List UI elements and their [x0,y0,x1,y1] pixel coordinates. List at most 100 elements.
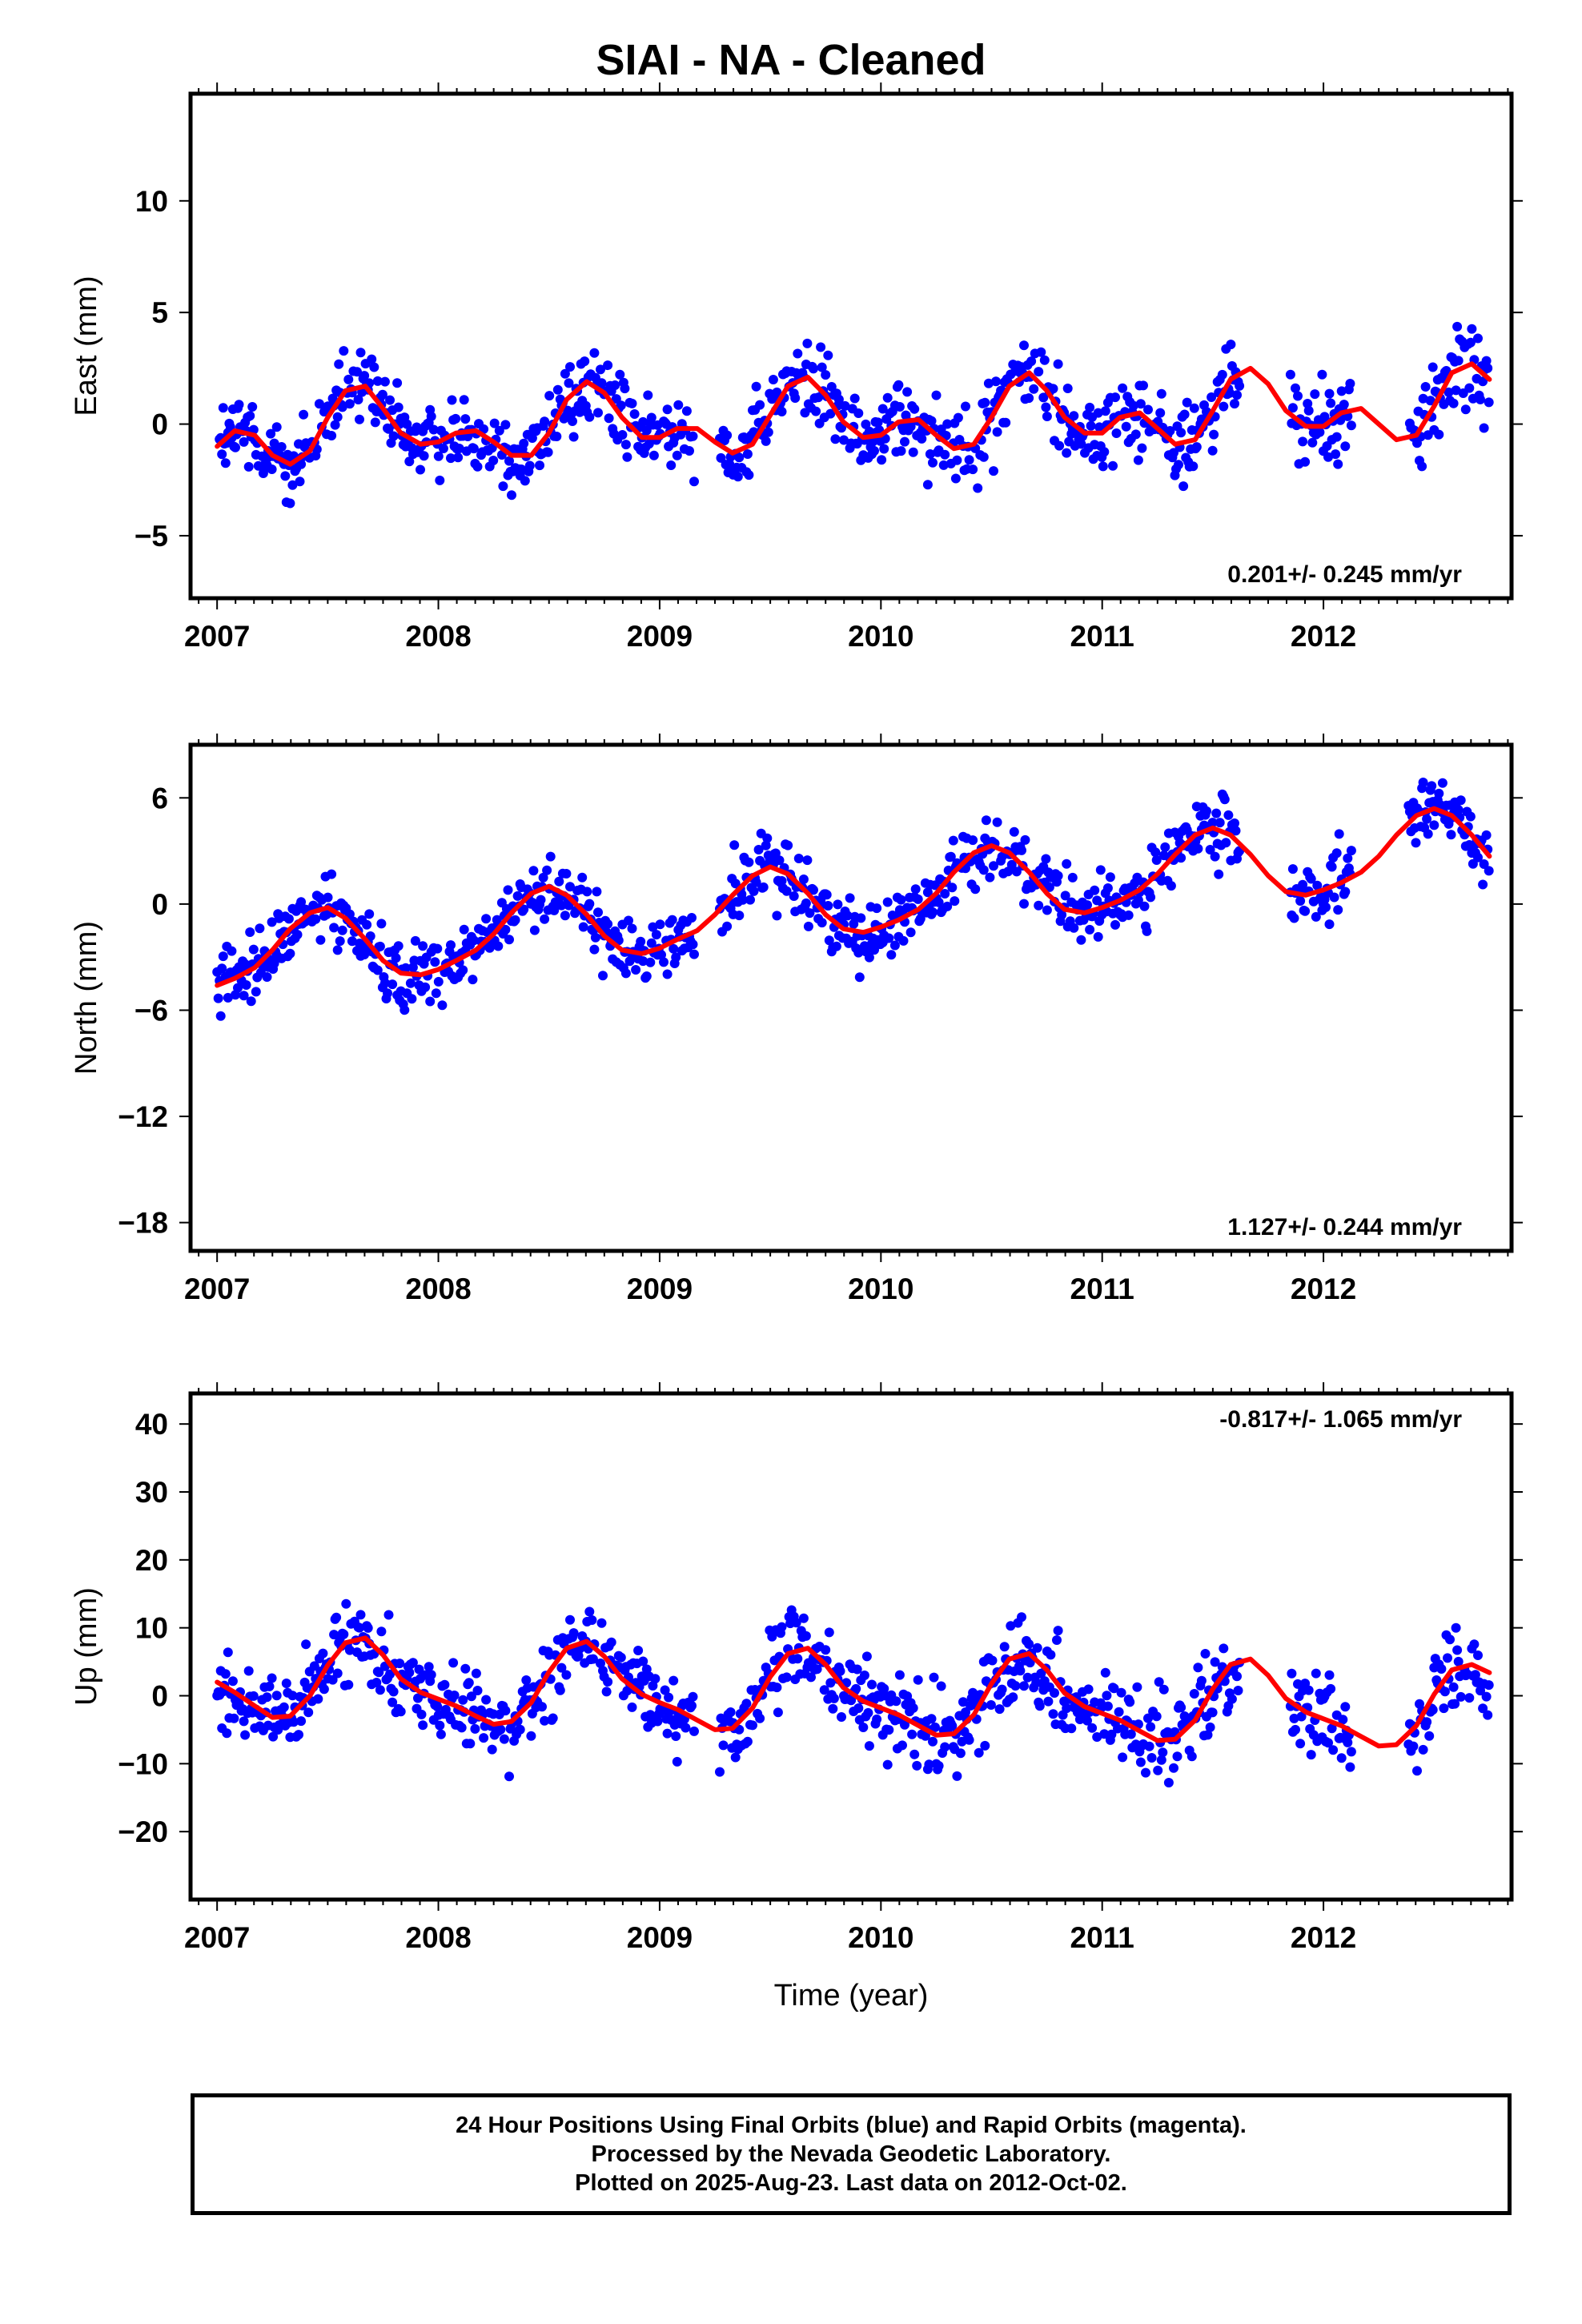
data-point [631,965,641,975]
data-point [687,913,697,923]
data-point [248,944,259,955]
data-point [372,965,383,975]
data-point [823,350,833,360]
data-point [1207,818,1218,828]
data-point [565,1614,575,1625]
data-point [1420,382,1431,392]
data-point [1165,426,1175,436]
data-point [575,407,585,417]
data-point [1102,1691,1112,1701]
data-point [947,883,958,893]
data-point [330,420,340,430]
data-point [1439,1687,1450,1697]
data-point [540,914,550,924]
data-point [536,895,546,905]
data-point [1481,1691,1492,1702]
x-axis-label: Time (year) [774,1979,929,2012]
data-point [1151,1711,1162,1722]
data-point [287,480,298,490]
data-point [638,416,648,427]
data-point [1412,1766,1422,1776]
data-point [1176,853,1186,863]
data-point [556,900,567,911]
data-point [645,957,656,967]
data-point [1479,859,1489,869]
data-point [912,1760,922,1771]
data-point [426,412,436,421]
data-point [772,911,782,921]
data-point [1146,892,1156,903]
data-point [213,993,223,1003]
data-point [1076,1707,1086,1717]
data-point [1128,400,1138,411]
data-point [339,1629,349,1639]
data-point [287,1691,298,1701]
data-point [616,400,626,411]
data-point [928,457,938,468]
data-point [1443,387,1454,397]
data-point [896,446,906,456]
data-point [1298,436,1308,447]
data-point [1453,356,1464,366]
data-point [267,917,277,927]
data-point [973,483,983,493]
data-point [596,378,607,388]
data-point [301,1639,311,1650]
data-point [689,1726,699,1736]
data-point [552,384,563,395]
data-point [603,919,613,929]
data-point [1174,460,1183,470]
data-point [1483,1710,1493,1720]
data-point [1186,1751,1197,1762]
data-point [1465,337,1476,348]
x-tick-label: 2010 [848,1273,913,1305]
data-point [651,930,661,940]
data-point [1346,420,1356,431]
data-point [837,423,846,433]
data-point [379,376,390,387]
data-point [432,1702,443,1712]
data-point [934,1761,944,1771]
data-point [688,1691,698,1702]
data-point [1099,1729,1110,1739]
data-point [303,1707,314,1718]
data-point [643,390,653,400]
data-point [396,1707,406,1717]
data-point [1118,383,1128,393]
data-point [685,446,694,456]
data-point [851,1683,861,1694]
data-point [1166,881,1176,891]
data-point [227,946,237,956]
data-point [958,1697,968,1707]
data-point [369,362,379,372]
x-tick-label: 2009 [627,1273,693,1305]
data-point [1326,398,1336,408]
data-point [285,948,295,959]
data-point [472,1686,483,1695]
data-point [448,1658,459,1668]
data-point [1086,420,1096,431]
data-point [400,1005,410,1015]
data-point [908,447,918,457]
data-point [468,444,479,454]
data-point [347,936,357,947]
data-point [1026,356,1037,367]
data-point [329,923,339,933]
data-point [1163,1778,1174,1787]
y-tick-label: 5 [151,296,168,329]
data-point [830,434,841,444]
data-point [283,914,294,924]
data-point [964,455,974,465]
data-point [331,1612,342,1622]
data-point [494,425,504,436]
data-point [900,1719,909,1730]
data-point [296,459,307,469]
data-point [681,1723,691,1733]
data-point [1105,872,1115,883]
data-point [1224,388,1235,398]
data-point [1427,781,1437,791]
data-point [1315,427,1325,437]
data-point [425,996,436,1007]
data-point [424,1662,434,1672]
data-point [955,1748,966,1759]
